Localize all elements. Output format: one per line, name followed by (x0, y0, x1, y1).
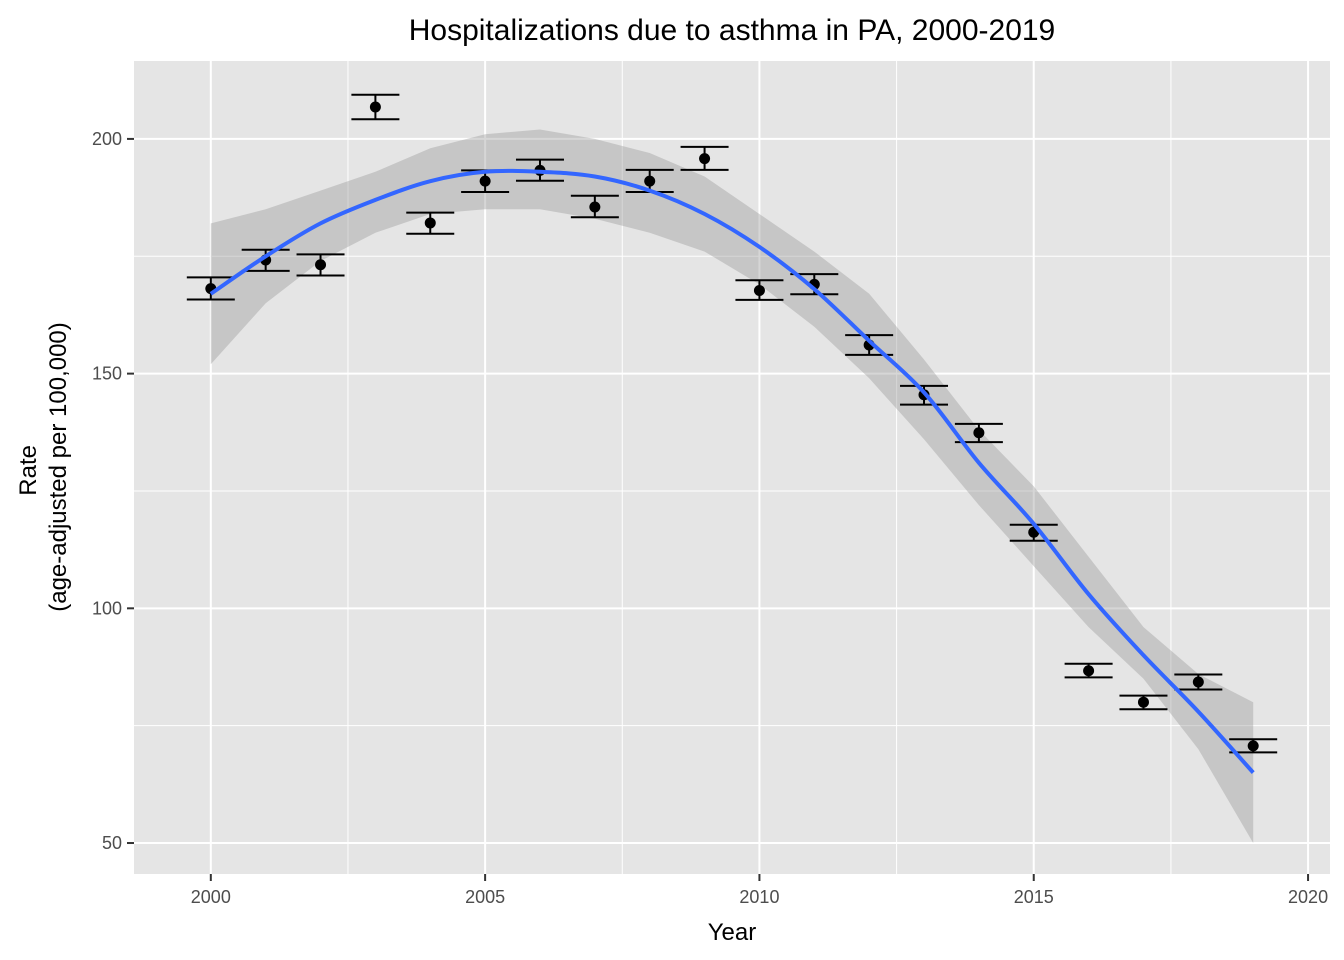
major-gridlines (134, 61, 1330, 874)
y-tick-label: 200 (92, 129, 122, 149)
y-axis-ticks: 50 100 150 200 (92, 129, 134, 853)
data-point (699, 153, 711, 165)
data-point (973, 427, 985, 439)
x-axis-title: Year (708, 919, 757, 946)
data-point (1247, 740, 1259, 752)
x-tick-label: 2005 (465, 887, 505, 907)
data-point (1083, 665, 1095, 677)
smooth-line (209, 168, 1255, 774)
data-point (589, 201, 601, 213)
y-axis-title-line-2: (age-adjusted per 100,000) (45, 322, 72, 612)
x-tick-label: 2015 (1014, 887, 1054, 907)
data-point (753, 285, 765, 297)
y-axis-title-line-1: Rate (15, 445, 42, 496)
x-tick-label: 2020 (1288, 887, 1328, 907)
minor-gridlines (134, 61, 1330, 874)
x-axis-ticks: 2000 2005 2010 2015 2020 (191, 874, 1328, 907)
confidence-band (210, 129, 1254, 843)
chart-title: Hospitalizations due to asthma in PA, 20… (409, 14, 1056, 47)
data-point (1192, 676, 1204, 688)
data-point (315, 259, 327, 271)
data-point (479, 175, 491, 187)
data-point (369, 101, 381, 113)
plot-panel (134, 61, 1330, 874)
y-tick-label: 50 (102, 833, 122, 853)
y-axis-title: Rate (age-adjusted per 100,000) (15, 322, 72, 612)
y-tick-label: 150 (92, 364, 122, 384)
data-point (644, 175, 656, 187)
data-point (1137, 696, 1149, 708)
data-point (424, 217, 436, 229)
x-tick-label: 2010 (739, 887, 779, 907)
x-tick-label: 2000 (191, 887, 231, 907)
y-tick-label: 100 (92, 598, 122, 618)
